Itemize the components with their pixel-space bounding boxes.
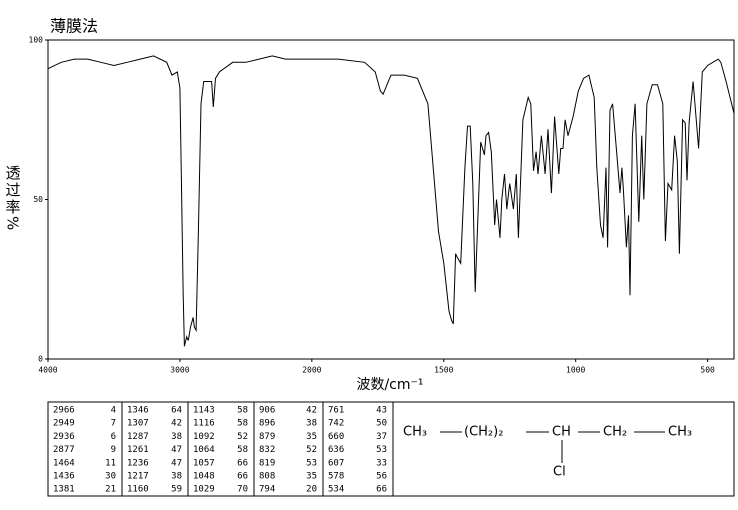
peak-wavenumber: 2877 [53,445,75,455]
x-tick-label: 2000 [302,366,321,375]
peak-transmittance: 7 [111,419,116,429]
peak-wavenumber: 1436 [53,472,75,482]
peak-wavenumber: 636 [328,445,344,455]
peak-wavenumber: 2936 [53,432,75,442]
peak-wavenumber: 1261 [127,445,149,455]
x-axis-label: 波数/cm⁻¹ [356,377,423,393]
peak-wavenumber: 742 [328,419,344,429]
peak-wavenumber: 906 [259,406,275,416]
chart-title: 薄膜法 [50,17,98,36]
peak-wavenumber: 832 [259,445,275,455]
peak-wavenumber: 1057 [193,458,215,468]
peak-wavenumber: 879 [259,432,275,442]
peak-transmittance: 66 [237,472,248,482]
peak-transmittance: 52 [306,445,317,455]
formula-group: CH [552,425,571,440]
spectrum-line [47,55,735,347]
peak-wavenumber: 578 [328,472,344,482]
peak-transmittance: 42 [171,419,182,429]
peak-wavenumber: 794 [259,485,275,495]
peak-transmittance: 58 [237,419,248,429]
peak-transmittance: 47 [171,458,182,468]
peak-wavenumber: 2949 [53,419,75,429]
formula-group: CH₃ [403,425,427,440]
peak-transmittance: 11 [105,458,116,468]
peak-transmittance: 35 [306,472,317,482]
peak-wavenumber: 1029 [193,485,215,495]
peak-wavenumber: 1064 [193,445,215,455]
peak-transmittance: 56 [376,472,387,482]
peak-transmittance: 38 [171,472,182,482]
x-tick-label: 4000 [38,366,57,375]
peak-transmittance: 30 [105,472,116,482]
formula-substituent: Cl [553,465,566,480]
peak-wavenumber: 607 [328,458,344,468]
peak-transmittance: 38 [171,432,182,442]
peak-transmittance: 70 [237,485,248,495]
table-frame [47,401,735,497]
peak-wavenumber: 1116 [193,419,215,429]
peak-wavenumber: 1143 [193,406,215,416]
y-axis-label: 透过率% [4,165,22,232]
peak-wavenumber: 660 [328,432,344,442]
peak-wavenumber: 1160 [127,485,149,495]
peak-transmittance: 66 [237,458,248,468]
x-tick-label: 1500 [434,366,453,375]
peak-wavenumber: 819 [259,458,275,468]
formula-group: CH₂ [603,425,627,440]
peak-transmittance: 35 [306,432,317,442]
formula-group: CH₃ [668,425,692,440]
peak-transmittance: 53 [376,445,387,455]
peak-wavenumber: 1217 [127,472,149,482]
peak-wavenumber: 1287 [127,432,149,442]
formula-group: (CH₂)₂ [464,425,503,440]
peak-wavenumber: 1236 [127,458,149,468]
peak-transmittance: 6 [111,432,116,442]
peak-transmittance: 37 [376,432,387,442]
peak-transmittance: 47 [171,445,182,455]
peak-transmittance: 38 [306,419,317,429]
peak-wavenumber: 1346 [127,406,149,416]
peak-wavenumber: 1464 [53,458,75,468]
peak-transmittance: 66 [376,485,387,495]
peak-transmittance: 64 [171,406,182,416]
peak-transmittance: 33 [376,458,387,468]
peak-wavenumber: 1048 [193,472,215,482]
peak-transmittance: 59 [171,485,182,495]
peak-wavenumber: 1092 [193,432,215,442]
peak-wavenumber: 761 [328,406,344,416]
x-tick-label: 500 [700,366,715,375]
y-tick-label: 0 [38,355,43,364]
y-tick-label: 100 [29,36,44,45]
peak-transmittance: 50 [376,419,387,429]
peak-transmittance: 53 [306,458,317,468]
peak-transmittance: 20 [306,485,317,495]
peak-wavenumber: 1307 [127,419,149,429]
peak-transmittance: 4 [111,406,116,416]
bonds [440,431,665,463]
x-tick-label: 3000 [170,366,189,375]
peak-wavenumber: 2966 [53,406,75,416]
peak-transmittance: 21 [105,485,116,495]
peak-transmittance: 9 [111,445,116,455]
peak-wavenumber: 896 [259,419,275,429]
peak-transmittance: 43 [376,406,387,416]
peak-wavenumber: 1381 [53,485,75,495]
peak-transmittance: 58 [237,445,248,455]
peak-transmittance: 42 [306,406,317,416]
peak-wavenumber: 534 [328,485,344,495]
peak-wavenumber: 808 [259,472,275,482]
y-tick-label: 50 [33,195,43,204]
peak-transmittance: 52 [237,432,248,442]
peak-transmittance: 58 [237,406,248,416]
x-tick-label: 1000 [566,366,585,375]
